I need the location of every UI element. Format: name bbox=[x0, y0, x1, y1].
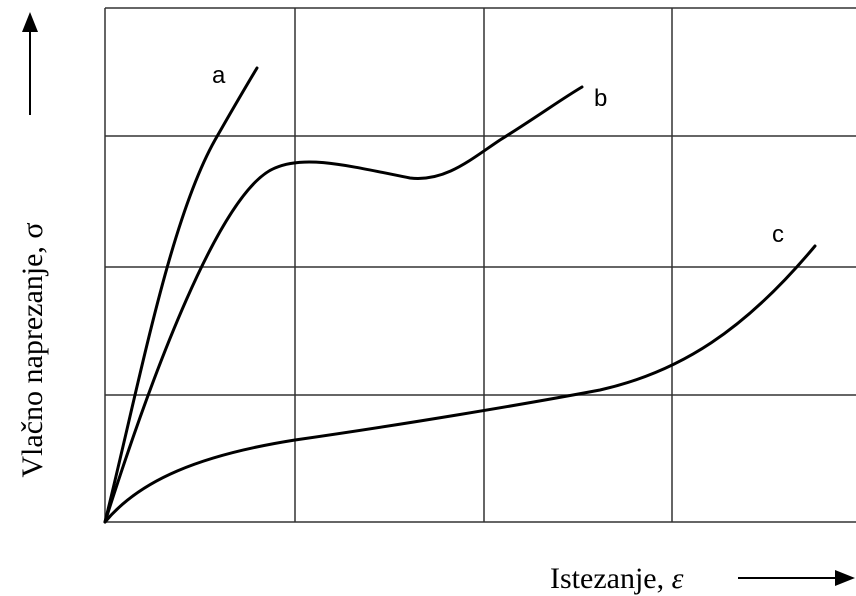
y-axis-label: Vlačno naprezanje, σ bbox=[16, 222, 49, 477]
curve-label: b bbox=[594, 85, 607, 112]
x-label-text: Istezanje, bbox=[550, 562, 664, 595]
curve-label: a bbox=[212, 62, 226, 89]
curve-c bbox=[103, 244, 817, 524]
grid bbox=[104, 7, 856, 523]
x-axis-label: Istezanje, ε bbox=[550, 562, 684, 595]
curve-label: c bbox=[772, 221, 784, 248]
curve-b bbox=[103, 85, 584, 524]
curve-a bbox=[103, 66, 259, 524]
x-label-symbol: ε bbox=[672, 562, 684, 595]
